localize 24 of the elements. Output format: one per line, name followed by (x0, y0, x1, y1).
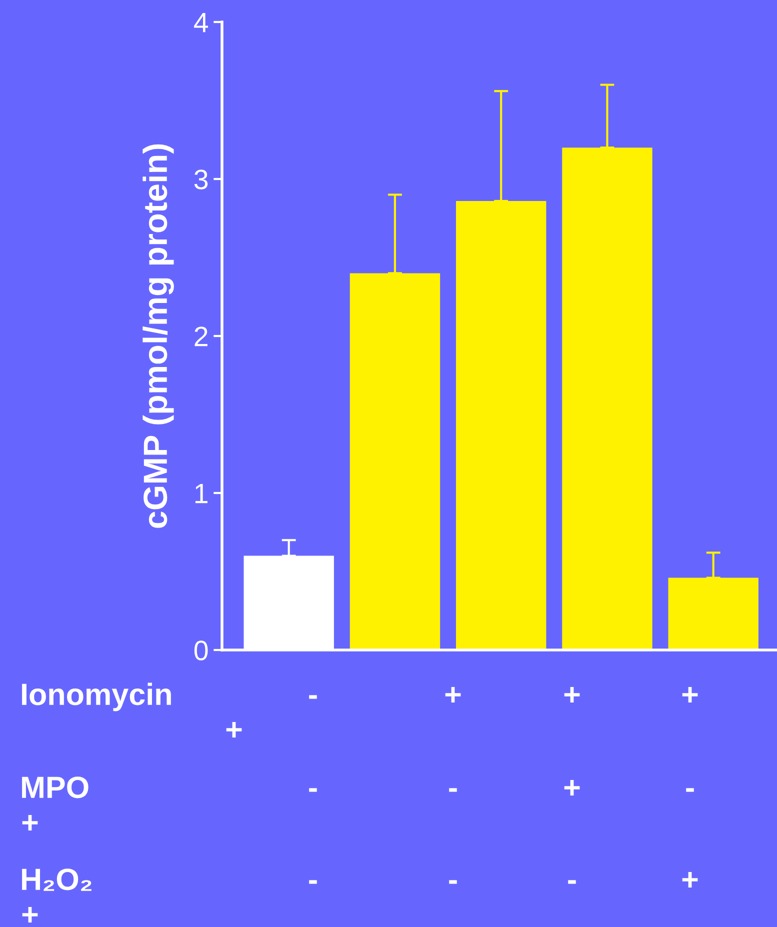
y-tick-label: 4 (194, 12, 208, 32)
text: + (564, 780, 580, 796)
y-tick-label: 3 (194, 170, 208, 190)
text: - (309, 880, 317, 884)
text: - (309, 788, 317, 792)
text: - (568, 880, 576, 884)
text: - (686, 788, 694, 792)
y-axis-title: cGMP (pmol/mg protein) (142, 144, 174, 528)
text: + (22, 906, 38, 922)
text: - (309, 695, 317, 699)
y-tick-label: 1 (195, 484, 208, 504)
text: + (682, 872, 698, 888)
text: + (22, 814, 38, 830)
text: H₂O₂ (22, 868, 92, 891)
text: + (445, 686, 461, 702)
y-tick-label: 0 (194, 640, 208, 660)
text: - (449, 788, 457, 792)
text: + (226, 722, 242, 738)
y-tick-label: 2 (194, 326, 208, 346)
text: MPO (22, 776, 88, 798)
text: + (564, 686, 580, 702)
text: - (449, 880, 457, 884)
text: Ionomycin (22, 682, 171, 712)
text: + (682, 686, 698, 702)
